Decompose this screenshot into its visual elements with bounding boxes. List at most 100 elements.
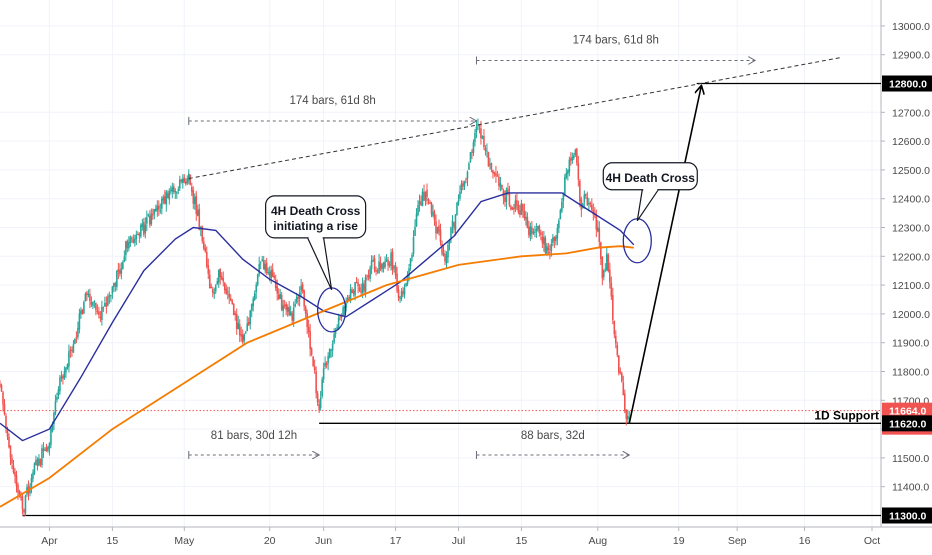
- candle-body[interactable]: [513, 207, 515, 210]
- candle-body[interactable]: [561, 201, 563, 212]
- candle-body[interactable]: [403, 287, 406, 295]
- candle-body[interactable]: [454, 214, 457, 231]
- candle-body[interactable]: [411, 254, 413, 258]
- candle-body[interactable]: [573, 155, 575, 158]
- candle-body[interactable]: [184, 181, 187, 184]
- candle-body[interactable]: [501, 184, 503, 190]
- candle-body[interactable]: [451, 220, 454, 227]
- candle-body[interactable]: [535, 228, 538, 232]
- candle-body[interactable]: [87, 293, 90, 296]
- candle-body[interactable]: [244, 331, 247, 333]
- candle-body[interactable]: [279, 293, 281, 300]
- candle-body[interactable]: [523, 210, 526, 218]
- candle-body[interactable]: [280, 294, 283, 310]
- candle-body[interactable]: [12, 465, 15, 473]
- candle-body[interactable]: [472, 142, 475, 154]
- candle-body[interactable]: [247, 321, 250, 325]
- candle-body[interactable]: [397, 289, 400, 299]
- candle-body[interactable]: [541, 236, 544, 244]
- candle-body[interactable]: [292, 307, 295, 321]
- candle-body[interactable]: [126, 240, 129, 249]
- candle-body[interactable]: [198, 208, 201, 230]
- candle-body[interactable]: [240, 334, 243, 337]
- candle-body[interactable]: [307, 326, 310, 333]
- candle-body[interactable]: [274, 279, 277, 289]
- candle-body[interactable]: [283, 304, 286, 306]
- candle-body[interactable]: [336, 327, 338, 330]
- candle-body[interactable]: [465, 179, 467, 181]
- candle-body[interactable]: [178, 179, 181, 189]
- candle-body[interactable]: [355, 281, 358, 283]
- candle-body[interactable]: [156, 205, 159, 211]
- candle-body[interactable]: [433, 212, 436, 221]
- candle-body[interactable]: [65, 367, 67, 373]
- candle-body[interactable]: [202, 241, 205, 249]
- candle-body[interactable]: [24, 495, 27, 514]
- candle-body[interactable]: [544, 238, 547, 253]
- candle-body[interactable]: [6, 430, 9, 437]
- candle-body[interactable]: [265, 262, 268, 273]
- candle-body[interactable]: [609, 269, 611, 283]
- candle-body[interactable]: [436, 226, 439, 234]
- candle-body[interactable]: [394, 265, 397, 276]
- candle-body[interactable]: [20, 496, 22, 499]
- candle-body[interactable]: [93, 301, 96, 303]
- candle-body[interactable]: [135, 234, 138, 240]
- candle-body[interactable]: [531, 227, 533, 234]
- candle-body[interactable]: [17, 484, 19, 493]
- candle-body[interactable]: [339, 316, 341, 318]
- candle-body[interactable]: [36, 459, 39, 466]
- candle-body[interactable]: [363, 284, 365, 291]
- candle-body[interactable]: [105, 302, 108, 307]
- candle-body[interactable]: [415, 213, 418, 227]
- candle-body[interactable]: [122, 262, 124, 270]
- candle-body[interactable]: [450, 227, 452, 240]
- candle-body[interactable]: [426, 189, 428, 198]
- candle-body[interactable]: [5, 415, 7, 430]
- candle-body[interactable]: [568, 159, 571, 173]
- candle-body[interactable]: [268, 271, 271, 277]
- candle-body[interactable]: [181, 178, 184, 183]
- candle-body[interactable]: [516, 199, 518, 206]
- candle-body[interactable]: [134, 238, 136, 243]
- candle-body[interactable]: [319, 397, 322, 408]
- candle-body[interactable]: [170, 189, 172, 191]
- candle-body[interactable]: [50, 429, 52, 445]
- candle-body[interactable]: [165, 191, 168, 205]
- candle-body[interactable]: [14, 471, 16, 477]
- candle-body[interactable]: [232, 303, 235, 316]
- candle-body[interactable]: [334, 331, 337, 334]
- candle-body[interactable]: [208, 274, 211, 289]
- candle-body[interactable]: [418, 201, 421, 205]
- candle-body[interactable]: [285, 304, 287, 311]
- candle-body[interactable]: [243, 334, 246, 341]
- candle-body[interactable]: [89, 293, 91, 302]
- drawings[interactable]: 174 bars, 61d 8h 174 bars, 61d 8h 81 bars,…: [188, 34, 841, 460]
- candle-body[interactable]: [327, 355, 329, 364]
- candle-body[interactable]: [246, 323, 249, 331]
- candle-body[interactable]: [489, 163, 491, 165]
- candle-body[interactable]: [430, 202, 433, 215]
- candle-body[interactable]: [463, 181, 466, 187]
- candle-body[interactable]: [412, 236, 415, 254]
- candle-body[interactable]: [59, 377, 61, 392]
- candle-body[interactable]: [357, 282, 359, 287]
- candle-body[interactable]: [45, 447, 48, 452]
- candle-body[interactable]: [99, 316, 102, 319]
- candle-body[interactable]: [261, 259, 264, 262]
- candle-body[interactable]: [42, 448, 45, 451]
- candle-body[interactable]: [168, 190, 171, 200]
- candle-body[interactable]: [234, 313, 237, 315]
- candle-body[interactable]: [146, 217, 148, 224]
- candle-body[interactable]: [622, 382, 625, 396]
- candle-body[interactable]: [0, 384, 3, 392]
- candle-body[interactable]: [9, 445, 12, 458]
- candle-body[interactable]: [152, 214, 154, 216]
- candle-body[interactable]: [15, 475, 18, 487]
- candle-body[interactable]: [435, 221, 437, 234]
- trendline[interactable]: [188, 57, 841, 180]
- candle-body[interactable]: [601, 257, 604, 279]
- candle-body[interactable]: [289, 311, 292, 316]
- candle-body[interactable]: [72, 344, 75, 353]
